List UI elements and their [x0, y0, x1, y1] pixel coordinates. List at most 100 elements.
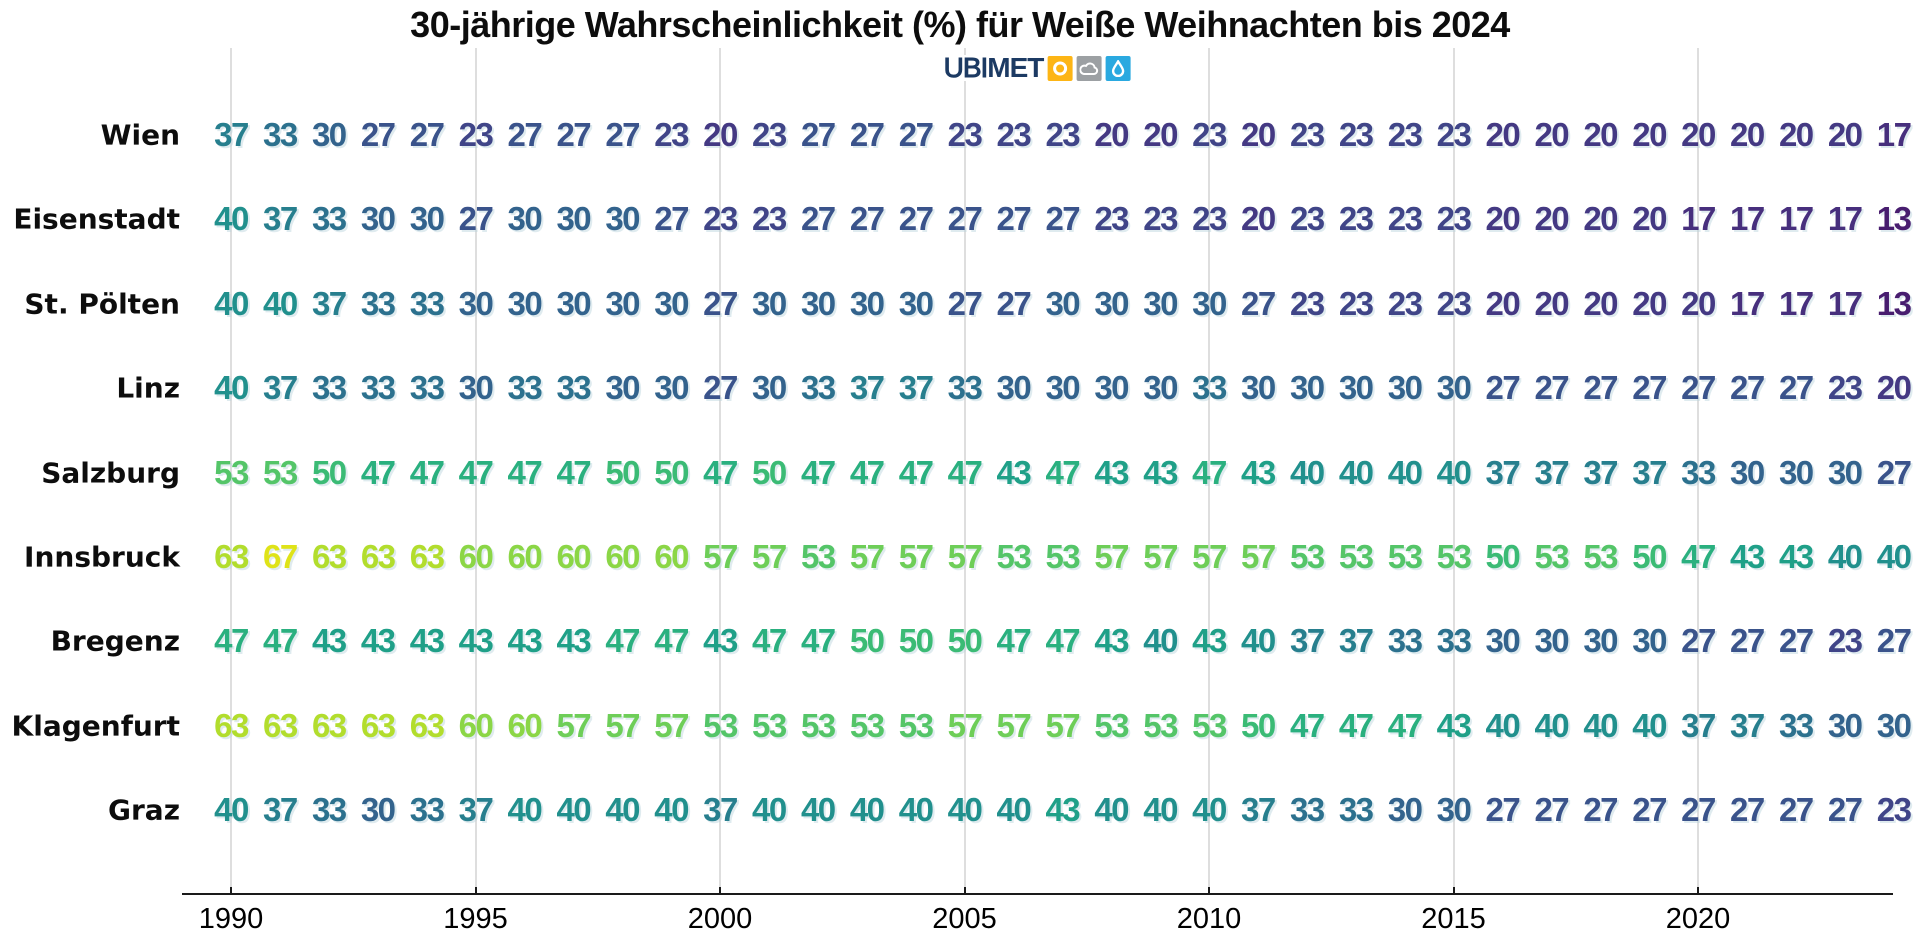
prob-value: 23: [1045, 116, 1080, 153]
prob-value: 57: [752, 538, 787, 575]
prob-value: 37: [311, 284, 347, 322]
prob-value: 33: [409, 284, 445, 322]
prob-value: 27: [1583, 369, 1618, 407]
prob-value: 57: [556, 706, 591, 744]
prob-value: 50: [1632, 538, 1667, 575]
prob-value: 30: [752, 284, 787, 322]
prob-value: 53: [1338, 538, 1374, 575]
prob-value: 50: [849, 622, 885, 660]
prob-value: 23: [1387, 200, 1423, 238]
prob-value: 30: [458, 284, 494, 322]
prob-value: 17: [1778, 200, 1814, 238]
prob-value: 40: [556, 791, 591, 829]
prob-value: 47: [263, 622, 298, 660]
gridline-2015: [1452, 48, 1455, 895]
prob-value: 23: [1436, 200, 1472, 238]
prob-value: 43: [458, 622, 494, 660]
x-tick-2005: [963, 887, 966, 895]
prob-value: 20: [1241, 200, 1276, 238]
logo-sun-icon: [1047, 55, 1073, 81]
prob-value: 53: [1436, 538, 1472, 575]
prob-value: 30: [1387, 369, 1423, 407]
prob-value: 53: [1289, 538, 1325, 575]
prob-value: 27: [1583, 791, 1618, 829]
prob-value: 17: [1876, 116, 1912, 153]
prob-value: 37: [703, 791, 738, 829]
prob-value: 23: [947, 116, 983, 153]
prob-value: 27: [458, 200, 494, 238]
row-label-bregenz: Bregenz: [50, 624, 180, 658]
prob-value: 20: [1730, 116, 1765, 153]
prob-value: 43: [507, 622, 543, 660]
prob-value: 27: [996, 284, 1032, 322]
prob-value: 47: [1045, 453, 1080, 491]
prob-value: 23: [1827, 622, 1863, 660]
prob-value: 37: [1730, 706, 1765, 744]
prob-value: 37: [1632, 453, 1667, 491]
prob-value: 30: [1436, 791, 1472, 829]
prob-value: 30: [507, 284, 543, 322]
prob-value: 43: [311, 622, 347, 660]
prob-value: 27: [1485, 369, 1521, 407]
prob-value: 57: [703, 538, 738, 575]
prob-value: 43: [1730, 538, 1765, 575]
prob-value: 30: [458, 369, 494, 407]
prob-value: 63: [360, 706, 396, 744]
prob-value: 47: [1289, 706, 1325, 744]
prob-value: 30: [311, 116, 347, 153]
prob-value: 20: [1632, 284, 1667, 322]
prob-value: 30: [360, 200, 396, 238]
x-tick-2000: [719, 887, 721, 895]
gridline-1990: [230, 48, 232, 895]
prob-value: 30: [1289, 369, 1325, 407]
prob-value: 53: [800, 706, 836, 744]
prob-value: 23: [703, 200, 738, 238]
prob-value: 17: [1778, 284, 1814, 322]
prob-value: 40: [1387, 453, 1423, 491]
prob-value: 63: [409, 538, 445, 575]
prob-value: 43: [1094, 622, 1129, 660]
prob-value: 23: [1387, 284, 1423, 322]
prob-value: 27: [898, 116, 934, 153]
prob-value: 37: [214, 116, 249, 153]
prob-value: 60: [507, 706, 543, 744]
prob-value: 20: [1583, 284, 1618, 322]
prob-value: 53: [214, 453, 249, 491]
prob-value: 27: [1681, 622, 1716, 660]
prob-value: 27: [947, 284, 983, 322]
prob-value: 23: [1338, 116, 1374, 153]
prob-value: 30: [1143, 284, 1178, 322]
prob-value: 30: [360, 791, 396, 829]
prob-value: 47: [360, 453, 396, 491]
gridline-2005: [963, 48, 966, 895]
prob-value: 40: [1436, 453, 1472, 491]
x-tick-label-2020: 2020: [1665, 903, 1731, 935]
prob-value: 50: [898, 622, 934, 660]
prob-value: 40: [605, 791, 640, 829]
prob-value: 40: [1485, 706, 1521, 744]
prob-value: 60: [556, 538, 591, 575]
row-label-eisenstadt: Eisenstadt: [13, 202, 180, 236]
prob-value: 50: [1241, 706, 1276, 744]
prob-value: 30: [605, 200, 640, 238]
prob-value: 57: [1241, 538, 1276, 575]
prob-value: 53: [1192, 706, 1227, 744]
prob-value: 40: [1289, 453, 1325, 491]
x-tick-label-2005: 2005: [932, 903, 997, 935]
prob-value: 23: [1436, 284, 1472, 322]
prob-value: 23: [1338, 200, 1374, 238]
prob-value: 40: [214, 284, 249, 322]
prob-value: 23: [996, 116, 1032, 153]
prob-value: 47: [458, 453, 494, 491]
prob-value: 40: [263, 284, 298, 322]
prob-value: 40: [1143, 622, 1178, 660]
prob-value: 30: [1436, 369, 1472, 407]
prob-value: 43: [1045, 791, 1080, 829]
prob-value: 30: [654, 284, 689, 322]
prob-value: 43: [996, 453, 1032, 491]
prob-value: 40: [996, 791, 1032, 829]
prob-value: 37: [263, 200, 298, 238]
prob-value: 53: [1534, 538, 1569, 575]
prob-value: 30: [1827, 453, 1863, 491]
prob-value: 33: [360, 369, 396, 407]
